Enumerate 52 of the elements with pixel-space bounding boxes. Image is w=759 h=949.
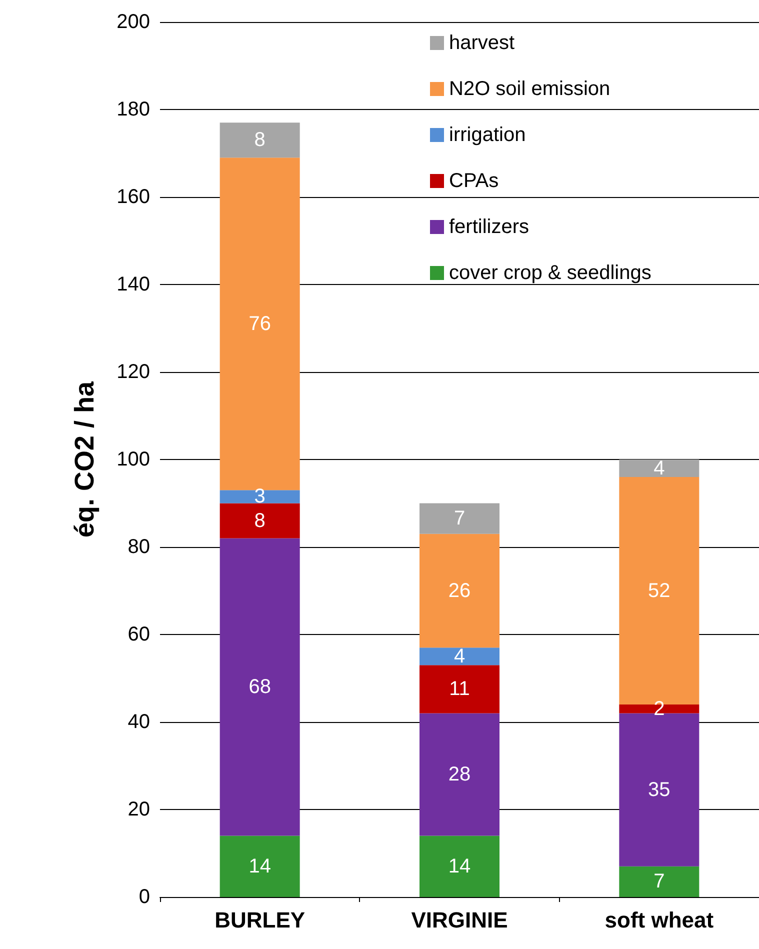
x-tick-label: VIRGINIE (411, 908, 508, 932)
y-tick-label: 160 (116, 186, 150, 208)
legend-label: harvest (449, 32, 516, 54)
data-label: 68 (248, 676, 271, 698)
bar (420, 503, 500, 534)
data-label: 76 (248, 312, 271, 335)
bar (420, 836, 500, 897)
y-tick-label: 60 (128, 624, 150, 646)
data-label: 4 (454, 645, 466, 668)
legend-label: fertilizers (449, 216, 530, 238)
data-label: 14 (448, 855, 471, 878)
data-label: 8 (254, 129, 266, 152)
data-label: 8 (254, 510, 266, 532)
data-label: 4 (654, 457, 665, 480)
y-tick-label: 120 (116, 361, 150, 383)
x-tick-label: soft wheat (604, 908, 714, 932)
legend-label: irrigation (449, 124, 526, 146)
data-label: 26 (448, 580, 471, 602)
y-tick-label: 140 (116, 274, 150, 296)
data-label: 52 (648, 580, 670, 602)
y-tick-label: 200 (116, 11, 150, 33)
data-label: 14 (248, 855, 271, 878)
bar (220, 503, 300, 538)
y-tick-label: 180 (116, 98, 150, 120)
bar (220, 836, 300, 897)
bar (619, 460, 700, 477)
y-tick-label: 20 (128, 798, 150, 820)
y-tick-label: 0 (138, 886, 150, 908)
data-label: 7 (454, 508, 466, 530)
bar (619, 866, 700, 897)
y-tick-label: 80 (128, 536, 150, 558)
bar (220, 158, 300, 490)
data-label: 11 (449, 678, 470, 700)
legend-label: cover crop & seedlings (449, 262, 652, 284)
bar (220, 490, 300, 504)
data-label: 28 (448, 764, 471, 786)
bar (420, 713, 500, 836)
bar (420, 665, 500, 714)
bar (619, 713, 700, 866)
y-tick-label: 40 (128, 711, 150, 733)
bar (220, 122, 300, 158)
legend-label: CPAs (449, 170, 499, 192)
data-label: 35 (648, 778, 670, 801)
bar (420, 648, 500, 666)
legend-label: N2O soil emission (449, 78, 610, 100)
data-label: 7 (654, 870, 665, 893)
data-label: 3 (254, 486, 266, 508)
bar (420, 534, 500, 648)
y-tick-label: 100 (116, 448, 150, 470)
bar (220, 538, 300, 836)
x-tick-label: BURLEY (214, 908, 306, 932)
y-axis-title: éq. CO2 / ha (70, 380, 100, 538)
